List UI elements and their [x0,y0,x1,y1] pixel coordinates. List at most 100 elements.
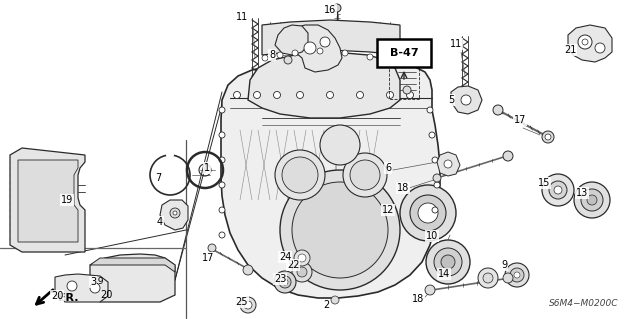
Circle shape [427,107,433,113]
Text: B-47: B-47 [390,48,419,58]
Circle shape [320,37,330,47]
Circle shape [280,170,400,290]
Circle shape [542,131,554,143]
Circle shape [273,92,280,99]
Polygon shape [18,160,78,242]
Text: FR.: FR. [58,293,79,303]
Circle shape [234,92,241,99]
Circle shape [432,157,438,163]
Circle shape [434,248,462,276]
Text: 18: 18 [397,183,409,193]
Circle shape [331,296,339,304]
Polygon shape [262,20,400,55]
Circle shape [262,55,268,61]
Circle shape [304,42,316,54]
Circle shape [493,105,503,115]
Circle shape [326,92,333,99]
Text: 19: 19 [93,278,104,286]
Circle shape [461,95,471,105]
FancyBboxPatch shape [50,240,60,248]
Circle shape [292,50,298,56]
Circle shape [429,132,435,138]
Polygon shape [248,53,400,118]
Circle shape [410,195,446,231]
Circle shape [294,250,310,266]
Circle shape [282,157,318,193]
Circle shape [574,182,610,218]
Polygon shape [90,254,175,302]
Text: 25: 25 [236,297,248,307]
Circle shape [367,54,373,60]
Circle shape [406,92,413,99]
Circle shape [350,160,380,190]
Text: 2: 2 [323,300,329,310]
Circle shape [244,301,252,309]
Circle shape [282,279,288,285]
Circle shape [219,107,225,113]
Polygon shape [90,258,175,272]
Circle shape [426,240,470,284]
Circle shape [503,273,513,283]
Circle shape [219,207,225,213]
Circle shape [400,185,456,241]
Circle shape [429,232,435,238]
Text: 1: 1 [204,163,210,173]
Circle shape [219,182,225,188]
Text: 4: 4 [157,217,163,227]
Circle shape [253,92,260,99]
Circle shape [333,4,341,12]
Text: 15: 15 [538,178,550,188]
Text: 12: 12 [382,205,394,215]
Circle shape [581,189,603,211]
Circle shape [478,268,498,288]
Circle shape [578,35,592,49]
Text: 21: 21 [564,45,576,55]
Text: 13: 13 [576,188,588,198]
Circle shape [542,174,574,206]
FancyBboxPatch shape [36,240,46,248]
Text: 8: 8 [269,50,275,60]
Polygon shape [55,274,108,302]
Circle shape [240,297,256,313]
Text: 3: 3 [90,277,96,287]
Text: 5: 5 [448,95,454,105]
Text: 7: 7 [155,173,161,183]
Circle shape [219,157,225,163]
Text: 22: 22 [287,260,300,270]
FancyBboxPatch shape [22,240,32,248]
Circle shape [208,244,216,252]
Text: 17: 17 [202,253,214,263]
Circle shape [587,195,597,205]
Circle shape [441,255,455,269]
Circle shape [387,59,393,65]
Circle shape [387,92,394,99]
Polygon shape [10,148,85,252]
Text: 17: 17 [514,115,526,125]
Circle shape [510,268,524,282]
Circle shape [275,150,325,200]
Circle shape [292,182,388,278]
Text: 14: 14 [438,269,450,279]
Circle shape [67,281,77,291]
Polygon shape [437,152,460,176]
Circle shape [298,254,306,262]
Circle shape [90,283,100,293]
FancyBboxPatch shape [377,39,431,67]
Circle shape [277,52,283,58]
Polygon shape [451,86,482,114]
Circle shape [432,207,438,213]
FancyBboxPatch shape [64,240,74,248]
Circle shape [505,263,529,287]
Circle shape [297,267,307,277]
Text: 19: 19 [61,195,73,205]
Polygon shape [221,58,440,298]
Polygon shape [275,25,308,55]
Circle shape [292,262,312,282]
Text: 18: 18 [412,294,424,304]
Circle shape [317,48,323,54]
Circle shape [434,182,440,188]
Text: 11: 11 [450,39,462,49]
Text: 24: 24 [279,252,291,262]
Circle shape [356,92,364,99]
Circle shape [343,153,387,197]
